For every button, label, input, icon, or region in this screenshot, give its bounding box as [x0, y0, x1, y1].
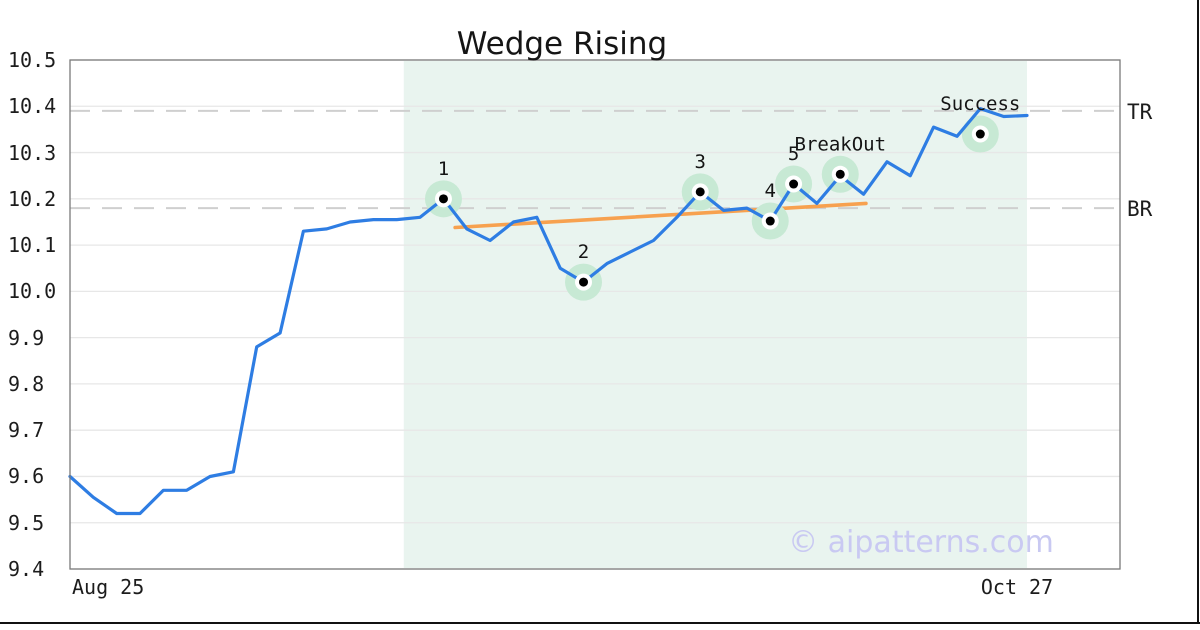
- pattern-shade-region: [403, 61, 1027, 568]
- marker-dot-success: [975, 129, 985, 139]
- marker-label-3: 3: [694, 151, 705, 173]
- plot-frame: [69, 59, 1121, 570]
- x-tick-oct27: Oct 27: [980, 575, 1054, 599]
- marker-dot-breakout: [835, 169, 845, 179]
- y-tick-label: 9.9: [8, 325, 45, 350]
- price-line: [68, 106, 1029, 516]
- y-tick-label: 10.3: [8, 140, 57, 165]
- chart-title: Wedge Rising: [456, 26, 668, 62]
- breakout-level-label: BR: [1127, 197, 1153, 221]
- marker-label-2: 2: [578, 241, 589, 263]
- y-tick-label: 10.4: [8, 94, 57, 119]
- watermark: © aipatterns.com: [788, 525, 1054, 560]
- marker-dot-2: [579, 277, 589, 287]
- y-tick-label: 10.0: [8, 279, 57, 304]
- y-tick-label: 9.4: [8, 557, 45, 581]
- x-tick-aug25: Aug 25: [72, 575, 145, 599]
- marker-label-success: Success: [940, 93, 1020, 115]
- y-tick-label: 9.8: [8, 371, 45, 396]
- marker-dot-1: [438, 194, 448, 204]
- y-tick-label: 10.5: [8, 48, 57, 72]
- wedge-trendline: [453, 201, 868, 230]
- marker-dot-4: [765, 216, 775, 226]
- y-tick-label: 9.7: [8, 418, 45, 443]
- y-tick-label: 9.6: [8, 464, 45, 489]
- marker-label-5: 5: [788, 143, 799, 165]
- marker-label-1: 1: [438, 158, 449, 180]
- y-tick-label: 9.5: [8, 510, 45, 535]
- target-level-label: TR: [1127, 100, 1153, 124]
- bottom-border-rule: [0, 622, 1200, 624]
- y-tick-label: 10.1: [8, 233, 57, 258]
- marker-dot-3: [695, 187, 705, 197]
- y-tick-label: 10.2: [8, 186, 57, 211]
- marker-label-4: 4: [765, 180, 776, 202]
- right-border-rule: [1197, 0, 1199, 624]
- marker-dot-5: [789, 179, 799, 189]
- marker-label-breakout: BreakOut: [795, 133, 887, 155]
